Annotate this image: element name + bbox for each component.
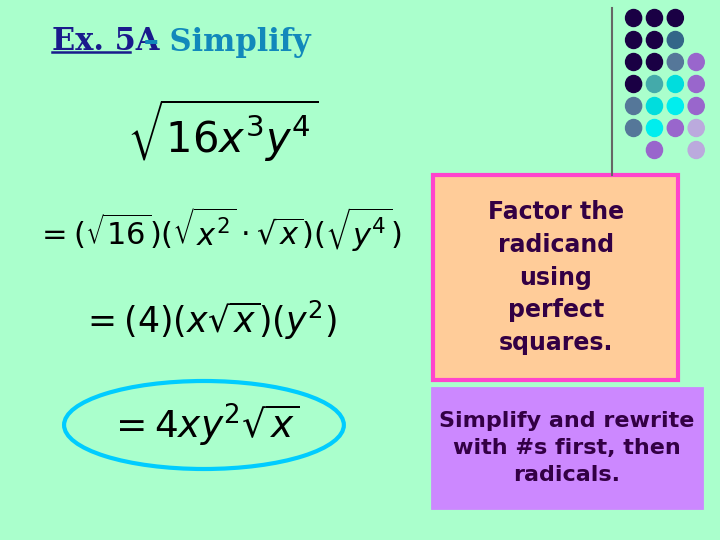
FancyBboxPatch shape [431,388,702,508]
Circle shape [647,98,662,114]
Circle shape [647,31,662,49]
Circle shape [626,98,642,114]
Text: $\sqrt{16x^3y^4}$: $\sqrt{16x^3y^4}$ [127,97,319,163]
FancyBboxPatch shape [433,175,678,380]
Circle shape [626,53,642,71]
Circle shape [626,119,642,137]
Circle shape [688,141,704,159]
Text: $=(4)(x\sqrt{x})(y^2)$: $=(4)(x\sqrt{x})(y^2)$ [81,299,336,342]
Circle shape [626,10,642,26]
Text: Simplify and rewrite
with #s first, then
radicals.: Simplify and rewrite with #s first, then… [439,411,694,485]
Text: – Simplify: – Simplify [132,26,310,57]
Circle shape [688,53,704,71]
Text: Factor the
radicand
using
perfect
squares.: Factor the radicand using perfect square… [487,200,624,355]
Text: $=4xy^2\sqrt{x}$: $=4xy^2\sqrt{x}$ [109,401,300,449]
Circle shape [667,53,683,71]
Circle shape [647,76,662,92]
Circle shape [647,53,662,71]
Circle shape [626,31,642,49]
Circle shape [688,76,704,92]
Circle shape [647,141,662,159]
Text: Ex. 5A: Ex. 5A [53,26,160,57]
Circle shape [667,31,683,49]
Circle shape [647,119,662,137]
Circle shape [688,119,704,137]
Circle shape [647,10,662,26]
Circle shape [626,76,642,92]
Text: $=(\sqrt{16})(\sqrt{x^2}\cdot\sqrt{x})(\sqrt{y^4})$: $=(\sqrt{16})(\sqrt{x^2}\cdot\sqrt{x})(\… [35,206,401,254]
Circle shape [667,119,683,137]
Circle shape [667,98,683,114]
Circle shape [667,10,683,26]
Circle shape [688,98,704,114]
Circle shape [667,76,683,92]
